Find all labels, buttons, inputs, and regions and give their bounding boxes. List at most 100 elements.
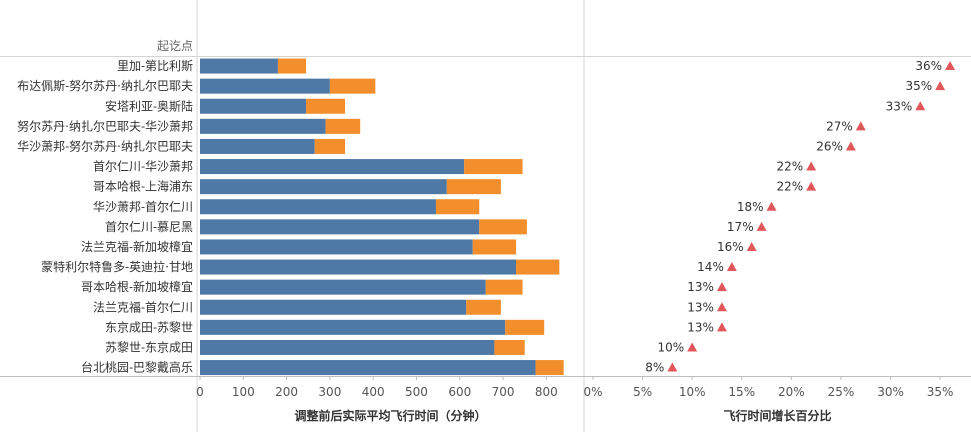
category-label: 安塔利亚-奥斯陆 xyxy=(105,98,193,113)
triangle-marker xyxy=(716,322,727,332)
bar-segment-increase xyxy=(472,239,517,255)
percent-axis-tick-label: 20% xyxy=(778,385,805,399)
bar-segment-base xyxy=(200,299,467,315)
bar-segment-base xyxy=(200,179,447,195)
bar-axis-tick-label: 600 xyxy=(448,385,471,399)
triangle-marker xyxy=(855,121,866,131)
bar-segment-increase xyxy=(466,299,501,315)
bar-segment-increase xyxy=(325,118,361,134)
bar-segment-base xyxy=(200,58,278,74)
triangle-marker xyxy=(687,342,698,352)
data-label: 33% xyxy=(886,99,913,113)
triangle-marker xyxy=(746,241,757,251)
bar-segment-increase xyxy=(516,259,560,275)
bar-segment-base xyxy=(200,259,517,275)
triangle-marker xyxy=(806,181,817,191)
bar-segment-increase xyxy=(464,159,523,175)
bar-segment-increase xyxy=(277,58,307,74)
bar-segment-increase xyxy=(535,360,564,376)
percent-axis-tick-label: 15% xyxy=(728,385,755,399)
category-label: 台北桃园-巴黎戴高乐 xyxy=(81,360,193,375)
bar-segment-increase xyxy=(314,138,346,154)
percent-axis-tick-label: 10% xyxy=(679,385,706,399)
category-label: 东京成田-苏黎世 xyxy=(105,320,193,334)
category-label: 首尔仁川-华沙萧邦 xyxy=(93,159,193,174)
triangle-marker xyxy=(845,141,856,151)
bar-segment-base xyxy=(200,219,480,235)
category-label: 法兰克福-首尔仁川 xyxy=(93,299,193,314)
category-label: 苏黎世-东京成田 xyxy=(105,340,193,354)
category-label: 努尔苏丹·纳扎尔巴耶夫-华沙萧邦 xyxy=(17,118,193,133)
bar-segment-base xyxy=(200,118,326,134)
bar-segment-increase xyxy=(485,279,523,295)
category-label: 法兰克福-新加坡樟宜 xyxy=(81,239,193,254)
category-label: 里加-第比利斯 xyxy=(117,59,193,73)
data-label: 13% xyxy=(687,300,714,314)
bar-segment-base xyxy=(200,159,465,175)
category-label: 蒙特利尔特鲁多-英迪拉·甘地 xyxy=(41,259,193,274)
bar-axis-tick-label: 400 xyxy=(362,385,385,399)
category-label: 华沙萧邦-努尔苏丹·纳扎尔巴耶夫 xyxy=(17,138,193,153)
bar-axis-title: 调整前后实际平均飞行时间（分钟） xyxy=(294,408,486,423)
percent-x-axis: 0% 5% 10% 15% 20% 25% 30% 35% 飞行时间增长百分比 xyxy=(583,376,953,423)
percent-axis-tick-label: 35% xyxy=(927,385,954,399)
data-label: 17% xyxy=(727,220,754,234)
row-labels: 起讫点里加-第比利斯布达佩斯-努尔苏丹·纳扎尔巴耶夫安塔利亚-奥斯陆努尔苏丹·纳… xyxy=(17,39,193,375)
triangle-marker xyxy=(935,81,946,91)
bar-segment-base xyxy=(200,360,536,376)
percent-axis-title: 飞行时间增长百分比 xyxy=(723,408,831,423)
bar-segment-increase xyxy=(479,219,527,235)
triangle-marker xyxy=(716,282,727,292)
bar-segment-base xyxy=(200,319,506,335)
bar-axis-tick-label: 800 xyxy=(535,385,558,399)
bar-segment-increase xyxy=(505,319,545,335)
bar-axis-tick-label: 300 xyxy=(318,385,341,399)
data-label: 10% xyxy=(658,340,685,354)
data-label: 35% xyxy=(905,79,932,93)
percent-chart-marks: 36%35%33%27%26%22%22%18%17%16%14%13%13%1… xyxy=(645,59,956,375)
bar-axis-tick-label: 700 xyxy=(492,385,515,399)
data-label: 18% xyxy=(737,200,764,214)
bar-x-axis: 0 100 200 300 400 500 600 700 800 调整前后实际平均飞行时间（分钟… xyxy=(196,376,558,423)
category-label: 哥本哈根-上海浦东 xyxy=(93,179,193,194)
data-label: 13% xyxy=(687,280,714,294)
data-label: 16% xyxy=(717,240,744,254)
percent-axis-tick-label: 30% xyxy=(877,385,904,399)
data-label: 13% xyxy=(687,320,714,334)
bar-segment-increase xyxy=(446,179,501,195)
triangle-marker xyxy=(766,201,777,211)
triangle-marker xyxy=(945,61,956,71)
bar-segment-base xyxy=(200,239,473,255)
data-label: 36% xyxy=(915,59,942,73)
data-label: 22% xyxy=(777,180,804,194)
triangle-marker xyxy=(756,221,767,231)
percent-axis-tick-label: 5% xyxy=(633,385,652,399)
category-label: 首尔仁川-慕尼黑 xyxy=(105,219,193,234)
bar-chart-marks xyxy=(200,58,564,376)
bar-segment-increase xyxy=(329,78,376,94)
bar-segment-base xyxy=(200,279,486,295)
data-label: 26% xyxy=(816,139,843,153)
bar-segment-increase xyxy=(435,199,480,215)
bar-axis-tick-label: 100 xyxy=(232,385,255,399)
bar-axis-tick-label: 500 xyxy=(405,385,428,399)
triangle-marker xyxy=(806,161,817,171)
triangle-marker xyxy=(726,262,737,272)
bar-segment-base xyxy=(200,339,495,355)
data-label: 22% xyxy=(777,160,804,174)
bar-segment-base xyxy=(200,138,315,154)
category-label: 布达佩斯-努尔苏丹·纳扎尔巴耶夫 xyxy=(17,78,193,93)
bar-axis-tick-label: 200 xyxy=(275,385,298,399)
bar-segment-base xyxy=(200,199,436,215)
percent-axis-tick-label: 0% xyxy=(583,385,602,399)
bar-segment-base xyxy=(200,78,330,94)
percent-axis-tick-label: 25% xyxy=(828,385,855,399)
data-label: 14% xyxy=(697,260,724,274)
row-header: 起讫点 xyxy=(157,39,193,53)
triangle-marker xyxy=(915,101,926,111)
data-label: 8% xyxy=(645,361,664,375)
bar-segment-increase xyxy=(306,98,346,114)
data-label: 27% xyxy=(826,119,853,133)
